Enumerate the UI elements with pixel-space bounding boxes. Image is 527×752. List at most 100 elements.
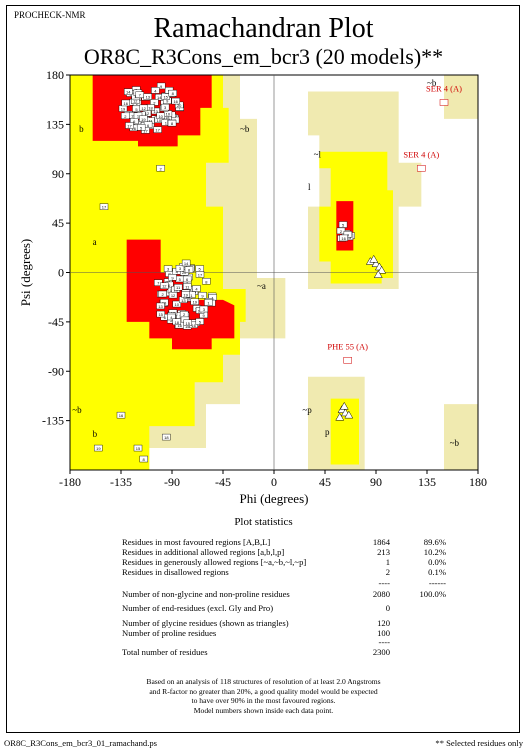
data-point-box [161, 93, 170, 100]
region-label: b [79, 124, 84, 134]
data-point-label: 20 [182, 270, 187, 275]
data-point-box [202, 278, 211, 285]
data-point-label: 12 [171, 293, 176, 298]
data-point-label: 17 [198, 272, 203, 277]
stat-label: Residues in additional allowed regions [… [122, 547, 285, 557]
data-point-box [181, 291, 190, 298]
x-axis-label: Phi (degrees) [240, 491, 309, 506]
data-point-label: 3 [167, 267, 170, 272]
y-tick-label: 90 [52, 167, 64, 181]
stat-label: Residues in most favoured regions [A,B,L… [122, 537, 271, 547]
separator-percent: ------ [428, 578, 446, 588]
data-point-box [156, 82, 166, 90]
data-point-label: 9 [171, 275, 174, 280]
stat-row: Residues in generously allowed regions [… [122, 557, 522, 567]
data-point-label: 8 [143, 457, 146, 462]
region-label: b [93, 429, 98, 439]
region-favoured-a [126, 239, 235, 350]
data-point-box [192, 285, 201, 292]
stat-separator: ---- ------ [122, 578, 522, 588]
y-tick-label: 45 [52, 216, 64, 230]
data-point-label: 12 [145, 111, 150, 116]
note-line: to have over 90% in the most favoured re… [191, 696, 336, 705]
region-label: p [325, 427, 330, 437]
data-point-box [151, 107, 160, 115]
y-tick-label: -45 [48, 315, 64, 329]
region-generous-tr [444, 75, 478, 119]
data-point-label: 17 [143, 128, 148, 133]
data-point-label: 12 [133, 99, 138, 104]
data-point-label: 2 [161, 292, 164, 297]
stat-count: 1 [385, 557, 390, 567]
region-label: l [308, 182, 311, 192]
data-point-box [173, 284, 183, 291]
residue-annotation: SER 4 (A) [403, 149, 439, 159]
data-point-box [172, 318, 181, 325]
data-point-label: 16 [124, 101, 129, 106]
data-point-label: 12 [162, 284, 167, 289]
data-point-label: 5 [342, 223, 345, 228]
data-point-label: 17 [102, 205, 107, 210]
annotation-marker [439, 99, 449, 106]
note-line: Model numbers shown inside each data poi… [193, 705, 334, 715]
data-point-label: 15 [136, 446, 141, 451]
stat-row: Number of proline residues 100 [122, 628, 522, 638]
data-point-box [167, 119, 177, 127]
region-generous-br [444, 404, 478, 470]
region-label: ~a [257, 281, 266, 291]
data-point-box [184, 266, 194, 273]
stat-percent: 89.6% [423, 537, 446, 547]
data-point-label: 2 [153, 100, 156, 105]
data-point-label: 8 [171, 121, 174, 126]
data-point-label: 16 [177, 323, 182, 328]
data-point-box [160, 103, 170, 111]
data-point-box [99, 203, 109, 210]
data-point-label: 18 [165, 115, 170, 120]
data-point-label: 15 [158, 312, 163, 317]
data-point-box [339, 234, 348, 242]
data-point-label: 18 [164, 435, 169, 440]
y-tick-label: 180 [46, 68, 64, 82]
region-label: ~b [240, 124, 250, 134]
stat-percent: 0.0% [428, 557, 446, 567]
x-tick-label: 0 [271, 475, 277, 489]
data-point-label: 8 [188, 268, 191, 273]
data-point-box [195, 265, 204, 272]
data-point-box [163, 265, 173, 272]
data-point-label: 2 [183, 312, 186, 317]
x-tick-label: -45 [215, 475, 231, 489]
annotation-marker [343, 357, 352, 364]
stat-count: 2 [385, 567, 390, 577]
stat-percent: 10.2% [423, 547, 446, 557]
data-point-label: 11 [148, 119, 153, 124]
data-point-box [151, 87, 160, 94]
data-point-box [338, 221, 348, 228]
y-axis-label: Psi (degrees) [18, 239, 33, 307]
data-point-box [139, 104, 148, 112]
data-point-label: 16 [173, 99, 178, 104]
stat-row: Number of non-glycine and non-proline re… [122, 589, 522, 599]
data-point-box [167, 313, 176, 321]
stat-label: Residues in disallowed regions [122, 567, 229, 577]
data-point-label: 2 [124, 114, 127, 119]
data-point-label: 5 [199, 267, 202, 272]
glycine-triangle [339, 401, 349, 410]
data-point-box [136, 124, 146, 131]
annotation-marker [417, 165, 426, 172]
data-point-label: 18 [148, 105, 153, 110]
data-point-label: 9 [203, 313, 206, 318]
data-point-box [125, 122, 134, 129]
separator-count: ---- [378, 578, 390, 588]
data-point-box [343, 231, 353, 238]
x-tick-label: -135 [110, 475, 132, 489]
stat-count: 2080 [372, 589, 390, 599]
data-point-label: 15 [131, 113, 136, 118]
data-point-label: 16 [131, 126, 136, 131]
glycine-triangle [377, 265, 387, 274]
data-point-box [139, 115, 148, 122]
data-point-box [121, 112, 130, 120]
region-label: ~b [450, 438, 460, 448]
stat-label: Number of end-residues (excl. Gly and Pr… [122, 603, 274, 613]
note-line: Based on an analysis of 118 structures o… [146, 677, 381, 686]
data-point-box [181, 259, 191, 267]
